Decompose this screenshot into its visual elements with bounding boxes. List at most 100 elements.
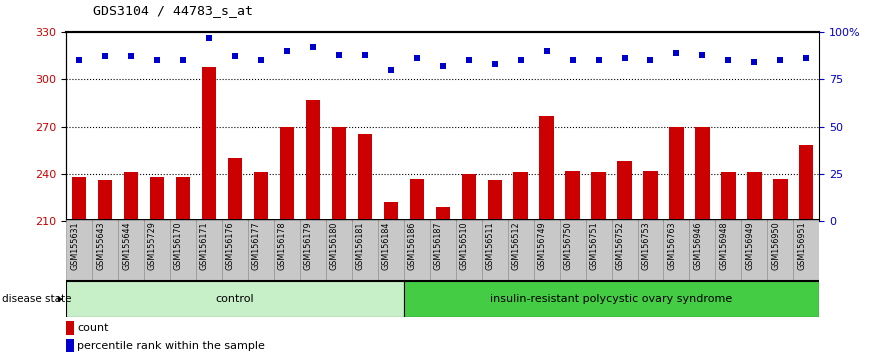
Text: GSM156184: GSM156184	[381, 221, 391, 270]
Point	[202, 35, 216, 40]
Bar	[98, 180, 112, 221]
Text: percentile rank within the sample: percentile rank within the sample	[78, 341, 265, 350]
Bar	[670, 127, 684, 221]
Bar	[66, 339, 74, 352]
Bar	[352, 219, 378, 281]
Text: GSM156171: GSM156171	[200, 221, 209, 270]
Text: GSM156763: GSM156763	[668, 221, 677, 270]
Bar	[747, 172, 761, 221]
Bar	[430, 219, 455, 281]
Text: GSM156753: GSM156753	[641, 221, 650, 270]
Point	[462, 57, 476, 63]
Point	[591, 57, 605, 63]
Point	[435, 63, 449, 69]
Text: GSM156752: GSM156752	[616, 221, 625, 270]
Text: GSM155644: GSM155644	[122, 221, 131, 270]
Bar	[118, 219, 144, 281]
Text: GSM156177: GSM156177	[252, 221, 261, 270]
Point	[670, 50, 684, 56]
Point	[332, 52, 346, 57]
Bar	[92, 219, 118, 281]
Text: GSM156176: GSM156176	[226, 221, 235, 270]
Bar	[124, 172, 138, 221]
Text: GSM156179: GSM156179	[304, 221, 313, 270]
Bar	[72, 177, 86, 221]
Bar	[774, 179, 788, 221]
Text: GSM156510: GSM156510	[460, 221, 469, 270]
Bar	[591, 172, 606, 221]
Bar	[539, 115, 554, 221]
Bar	[507, 219, 534, 281]
Text: GSM156946: GSM156946	[693, 221, 702, 270]
Point	[306, 44, 320, 50]
Bar	[722, 172, 736, 221]
Bar	[559, 219, 586, 281]
Bar	[487, 180, 502, 221]
Text: GSM155631: GSM155631	[70, 221, 79, 270]
Bar	[306, 100, 320, 221]
Text: GSM156948: GSM156948	[720, 221, 729, 270]
Point	[618, 56, 632, 61]
Bar	[514, 172, 528, 221]
Bar	[715, 219, 742, 281]
Text: control: control	[216, 294, 255, 304]
Point	[124, 54, 138, 59]
Text: GDS3104 / 44783_s_at: GDS3104 / 44783_s_at	[93, 4, 253, 17]
Text: GSM155643: GSM155643	[96, 221, 105, 270]
Bar	[534, 219, 559, 281]
Bar	[331, 127, 346, 221]
Point	[358, 52, 372, 57]
Text: GSM156180: GSM156180	[329, 221, 339, 270]
Point	[774, 57, 788, 63]
Bar	[618, 161, 632, 221]
Bar	[690, 219, 715, 281]
Text: GSM156950: GSM156950	[772, 221, 781, 270]
Text: GSM156749: GSM156749	[537, 221, 546, 270]
Bar	[611, 219, 638, 281]
Point	[280, 48, 294, 53]
Text: disease state: disease state	[2, 294, 71, 304]
Point	[799, 56, 813, 61]
Text: GSM156750: GSM156750	[564, 221, 573, 270]
Bar	[482, 219, 507, 281]
Point	[150, 57, 164, 63]
Bar	[176, 177, 190, 221]
Text: GSM156511: GSM156511	[485, 221, 494, 270]
Bar	[403, 281, 819, 317]
Text: count: count	[78, 323, 108, 333]
Bar	[274, 219, 300, 281]
Bar	[638, 219, 663, 281]
Bar	[663, 219, 690, 281]
Text: GSM156751: GSM156751	[589, 221, 598, 270]
Point	[643, 57, 657, 63]
Bar	[566, 171, 580, 221]
Bar	[196, 219, 222, 281]
Text: GSM155729: GSM155729	[148, 221, 157, 270]
Bar	[170, 219, 196, 281]
Text: GSM156178: GSM156178	[278, 221, 287, 270]
Point	[384, 67, 398, 73]
Bar	[228, 158, 242, 221]
Bar	[300, 219, 326, 281]
Bar	[66, 219, 92, 281]
Bar	[254, 172, 268, 221]
Bar	[799, 145, 813, 221]
Text: GSM156187: GSM156187	[433, 221, 442, 270]
Bar	[150, 177, 164, 221]
Point	[695, 52, 709, 57]
Bar	[279, 127, 294, 221]
Bar	[435, 207, 450, 221]
Point	[228, 54, 242, 59]
Bar	[144, 219, 170, 281]
Bar	[66, 321, 74, 335]
Point	[539, 48, 553, 53]
Bar	[202, 67, 216, 221]
Point	[747, 59, 761, 65]
Text: GSM156949: GSM156949	[745, 221, 754, 270]
Bar	[695, 127, 709, 221]
Point	[722, 57, 736, 63]
Bar	[794, 219, 819, 281]
Bar	[403, 219, 430, 281]
Point	[98, 54, 112, 59]
Bar	[248, 219, 274, 281]
